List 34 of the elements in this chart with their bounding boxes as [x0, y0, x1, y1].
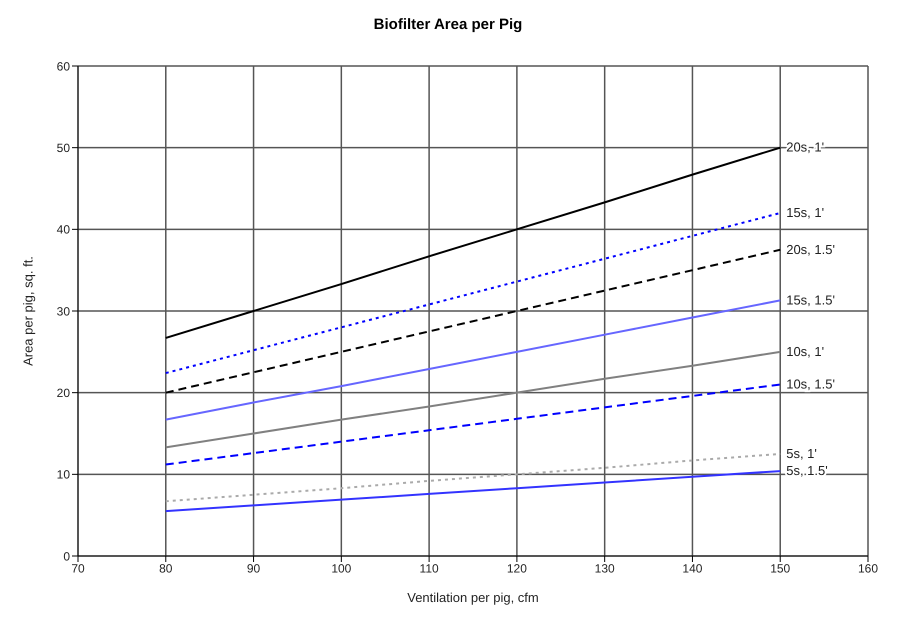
line-series [164, 248, 782, 394]
x-axis-title: Ventilation per pig, cfm [407, 590, 539, 605]
x-tick-label: 70 [71, 562, 85, 576]
x-tick-label: 140 [682, 562, 703, 576]
series-label: 10s, 1.5' [786, 376, 835, 392]
y-tick-label: 10 [56, 468, 70, 482]
series-label: 15s, 1' [786, 205, 824, 220]
line-series [164, 350, 782, 448]
line-series [164, 470, 782, 512]
x-tick-label: 150 [770, 562, 791, 576]
y-axis-title: Area per pig, sq. ft. [20, 256, 36, 366]
x-tick-label: 130 [594, 562, 615, 576]
series-label: 20s, 1.5' [786, 242, 835, 257]
y-tick-label: 40 [56, 222, 70, 237]
x-tick-label: 100 [331, 562, 352, 576]
series-label: 15s, 1.5' [786, 292, 835, 308]
line-series [164, 146, 782, 339]
y-tick-label: 30 [56, 304, 70, 318]
line-series [164, 384, 782, 466]
y-tick-label: 20 [56, 386, 70, 400]
line-series [164, 299, 782, 421]
x-tick-label: 160 [858, 562, 878, 576]
line-series [164, 452, 782, 502]
x-tick-label: 110 [420, 562, 439, 576]
x-tick-label: 80 [159, 562, 173, 576]
y-tick-label: 50 [56, 140, 70, 155]
line-series [164, 212, 782, 374]
chart-title: Biofilter Area per Pig [372, 15, 524, 35]
x-tick-label: 90 [246, 562, 261, 576]
y-tick-label: 60 [56, 59, 70, 74]
series-label: 10s, 1' [786, 344, 824, 359]
series-label: 5s, 1' [786, 446, 817, 461]
y-tick-label: 0 [63, 549, 70, 564]
x-tick-label: 120 [506, 562, 528, 576]
